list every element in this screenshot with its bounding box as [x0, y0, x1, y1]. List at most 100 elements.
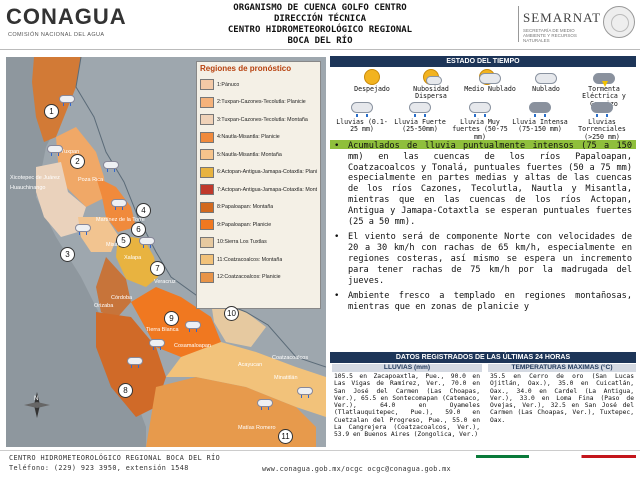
legend-swatch — [200, 236, 214, 248]
forecast-accent-bar — [330, 140, 636, 149]
semarnat-logo-subtitle: SECRETARÍA DE MEDIO AMBIENTE Y RECURSOS … — [523, 28, 577, 43]
region-shape-6 — [116, 235, 158, 287]
map-rain-cloud-icon — [148, 337, 166, 350]
compass-rose-icon: N — [24, 392, 50, 418]
region-number-5[interactable]: 5 — [116, 233, 131, 248]
footer-center-name: CENTRO HIDROMETEOROLÓGICO REGIONAL BOCA … — [9, 454, 221, 462]
region-shape-12 — [166, 342, 326, 417]
weather-legend-panel: ESTADO DEL TIEMPO Despejado Nubosidad Di… — [330, 56, 636, 141]
map-rain-cloud-icon — [184, 319, 202, 332]
city-label: Acayucan — [238, 362, 263, 368]
storm-icon — [591, 68, 617, 87]
weather-item-lluvia-intensa: Lluvia Intensa (75-150 mm) — [512, 101, 568, 134]
legend-item: 8:Papaloapan: Montaña — [200, 199, 317, 217]
footer: CENTRO HIDROMETEOROLÓGICO REGIONAL BOCA … — [0, 450, 640, 480]
government-seal-icon — [603, 6, 635, 38]
footer-url-link[interactable]: www.conagua.gob.mx/ocgc ocgc@conagua.gob… — [262, 465, 451, 473]
header-title: ORGANISMO DE CUENCA GOLFO CENTRO DIRECCI… — [170, 3, 470, 47]
region-number-8[interactable]: 8 — [118, 383, 133, 398]
region-number-2[interactable]: 2 — [70, 154, 85, 169]
region-number-9[interactable]: 9 — [164, 311, 179, 326]
weather-label: Lluvias (0.1-25 mm) — [336, 118, 388, 134]
city-label: Orizaba — [94, 303, 114, 309]
legend-label: 4:Nautla-Misantla: Planicie — [217, 134, 280, 141]
conagua-logo[interactable]: CONAGUA COMISIÓN NACIONAL DEL AGUA — [6, 4, 126, 44]
rainfall-header: LLUVIAS (mm) — [332, 364, 482, 372]
legend-label: 1:Pánuco — [217, 81, 240, 88]
temperature-header: TEMPERATURAS MÁXIMAS (°C) — [488, 364, 636, 372]
sun-icon — [359, 68, 385, 86]
map-legend: Regiones de pronóstico 1:Pánuco 2:Tuxpan… — [196, 61, 321, 309]
legend-swatch — [200, 166, 214, 178]
header-line-2: DIRECCIÓN TÉCNICA — [273, 14, 367, 24]
forecast-bullet: • Acumulados de lluvia puntualmente inten… — [334, 141, 632, 227]
city-label: Matías Romero — [238, 425, 276, 431]
header-line-3: CENTRO HIDROMETEOROLÓGICO REGIONAL — [227, 25, 413, 35]
partly-cloudy-icon — [477, 68, 503, 86]
legend-label: 7:Actopan-Antigua-Jamapa-Cotaxtla: Monta… — [217, 186, 317, 193]
city-label: Huauchinango — [10, 185, 46, 191]
legend-swatch — [200, 131, 214, 143]
map-rain-cloud-icon — [102, 159, 120, 172]
compass-label: N — [34, 396, 38, 402]
semarnat-logo[interactable]: SEMARNAT SECRETARÍA DE MEDIO AMBIENTE Y … — [518, 6, 600, 43]
forecast-text-body: • Acumulados de lluvia puntualmente inten… — [334, 141, 632, 318]
legend-swatch — [200, 79, 214, 91]
legend-label: 11:Coatzacoalcos: Montaña — [217, 256, 283, 263]
legend-label: 10:Sierra Los Tuxtlas — [217, 239, 267, 246]
heavy-rain-icon — [467, 101, 493, 119]
torrential-rain-icon — [589, 101, 615, 119]
legend-label: 9:Papaloapan: Planicie — [217, 221, 272, 228]
region-number-11[interactable]: 11 — [278, 429, 293, 444]
region-number-3[interactable]: 3 — [60, 247, 75, 262]
map-rain-cloud-icon — [256, 397, 274, 410]
header-line-4: BOCA DEL RÍO — [287, 36, 353, 46]
legend-swatch — [200, 114, 214, 126]
region-shape-1 — [32, 57, 81, 142]
weather-label: Despejado — [354, 85, 390, 93]
forecast-bullet-text: Acumulados de lluvia puntualmente intens… — [348, 141, 632, 227]
city-label: Tierra Blanca — [146, 327, 179, 333]
map-rain-cloud-icon — [126, 355, 144, 368]
recorded-data-title: DATOS REGISTRADOS DE LAS ÚLTIMAS 24 HORA… — [330, 352, 636, 363]
weather-item-despejado: Despejado — [344, 68, 400, 93]
city-label: Córdoba — [111, 295, 133, 301]
footer-flag-stripe — [476, 455, 636, 458]
weather-item-medio-nublado: Medio Nublado — [462, 68, 518, 93]
map-rain-cloud-icon — [296, 385, 314, 398]
city-label: Tuxpan — [61, 149, 80, 155]
weather-label: Medio Nublado — [464, 85, 516, 93]
region-number-6[interactable]: 6 — [131, 222, 146, 237]
conagua-logo-text: CONAGUA — [6, 4, 127, 29]
footer-phone: Teléfono: (229) 923 3950, extensión 1548 — [9, 464, 189, 472]
forecast-bullet-text: Ambiente fresco a templado en regiones m… — [348, 291, 632, 313]
legend-item: 12:Coatzacoalcos: Planicie — [200, 269, 317, 287]
region-number-7[interactable]: 7 — [150, 261, 165, 276]
region-number-4[interactable]: 4 — [136, 203, 151, 218]
legend-item: 10:Sierra Los Tuxtlas — [200, 234, 317, 252]
weather-label: Lluvias Torrenciales (>250 mm) — [578, 118, 626, 141]
weather-legend-title: ESTADO DEL TIEMPO — [330, 56, 636, 67]
legend-label: 6:Actopan-Antigua-Jamapa-Cotaxtla: Plani… — [217, 169, 317, 176]
legend-item: 1:Pánuco — [200, 76, 317, 94]
weather-label: Nubosidad Dispersa — [413, 85, 449, 101]
legend-item: 5:Nautla-Misantla: Montaña — [200, 146, 317, 164]
region-number-10[interactable]: 10 — [224, 306, 239, 321]
region-number-1[interactable]: 1 — [44, 104, 59, 119]
legend-label: 2:Tuxpan-Cazones-Tecolutla: Planicie — [217, 99, 306, 106]
forecast-bullet-text: El viento será de componente Norte con v… — [348, 232, 632, 286]
weather-label: Nublado — [532, 85, 560, 93]
bullet-dot-icon: • — [334, 141, 340, 151]
city-label: Martínez de la Torre — [96, 217, 145, 223]
city-label: Xicotepec de Juárez — [10, 175, 60, 181]
legend-item: 3:Tuxpan-Cazones-Tecolutla: Montaña — [200, 111, 317, 129]
weather-item-lluvia-muy-fuerte: Lluvia Muy fuertes (50-75 mm) — [452, 101, 508, 141]
rainfall-text: 105.5 en Zacapoaxtla, Pue., 90.0 en Las … — [334, 373, 480, 439]
forecast-text-panel: • Acumulados de lluvia puntualmente inten… — [330, 140, 636, 348]
header-line-1: ORGANISMO DE CUENCA GOLFO CENTRO — [233, 3, 407, 13]
rainfall-column: LLUVIAS (mm) 105.5 en Zacapoaxtla, Pue.,… — [332, 364, 482, 450]
legend-swatch — [200, 149, 214, 161]
city-label: Veracruz — [154, 279, 176, 285]
weather-item-lluvias-torrenciales: Lluvias Torrenciales (>250 mm) — [570, 101, 634, 141]
legend-label: 12:Coatzacoalcos: Planicie — [217, 274, 281, 281]
